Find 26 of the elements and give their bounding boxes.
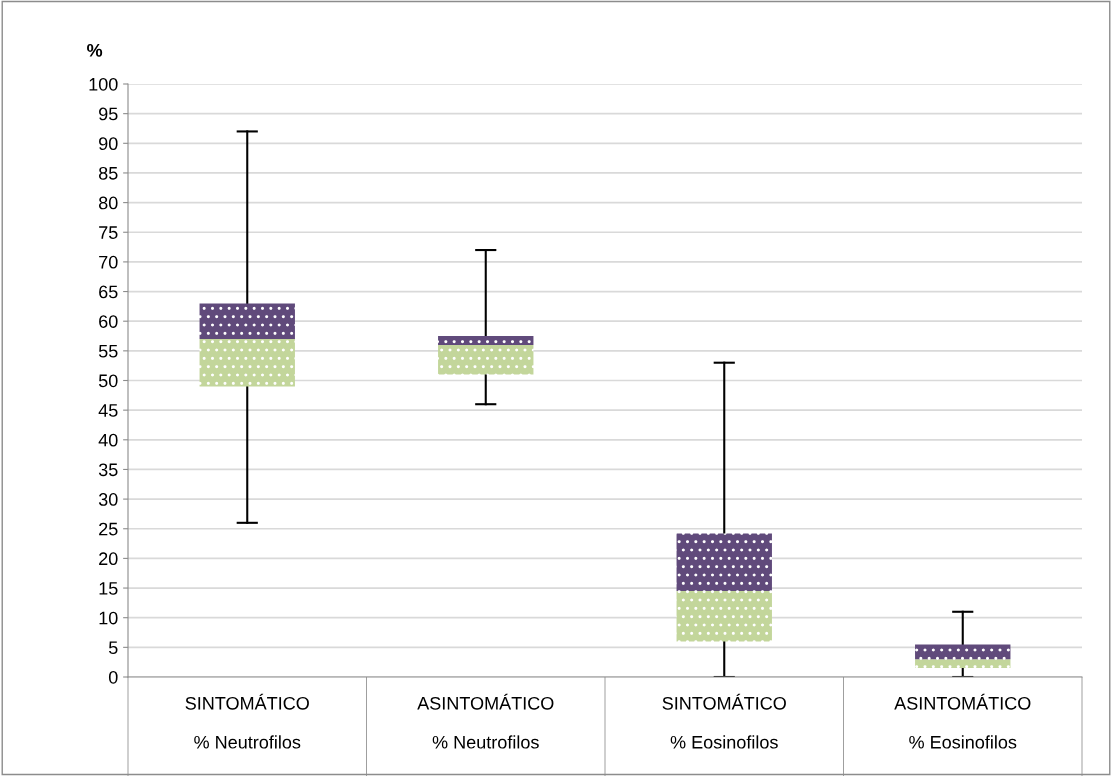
y-tick-label: 100 — [89, 77, 118, 91]
y-tick-label: 55 — [98, 344, 118, 358]
y-tick-label: 15 — [99, 582, 118, 595]
y-tick-label: 45 — [98, 404, 118, 417]
y-tick-label: 80 — [98, 196, 118, 210]
category-label: ASINTOMÁTICO % Neutrofilos — [417, 693, 554, 749]
category-label: SINTOMÁTICO % Eosinofilos — [662, 693, 786, 749]
y-tick-label: 20 — [99, 552, 118, 566]
category-label: SINTOMÁTICO % Neutrofilos — [185, 693, 309, 749]
y-axis-title: % — [87, 43, 103, 57]
y-tick-label: 25 — [99, 522, 118, 536]
y-tick-label: 65 — [99, 285, 118, 299]
y-tick-label: 70 — [99, 255, 118, 269]
category-label: ASINTOMÁTICO % Eosinofilos — [894, 693, 1031, 749]
y-tick-label: 40 — [98, 433, 118, 447]
y-tick-label: 60 — [99, 315, 118, 328]
y-tick-label: 5 — [108, 641, 118, 655]
y-tick-label: 30 — [98, 493, 118, 506]
y-tick-label: 0 — [108, 670, 118, 684]
y-tick-label: 35 — [98, 463, 118, 477]
y-tick-label: 75 — [99, 226, 118, 239]
y-tick-label: 95 — [99, 107, 118, 121]
y-tick-label: 10 — [99, 611, 118, 625]
y-tick-label: 50 — [98, 374, 118, 388]
y-tick-label: 85 — [98, 166, 118, 180]
y-tick-label: 90 — [99, 137, 118, 151]
